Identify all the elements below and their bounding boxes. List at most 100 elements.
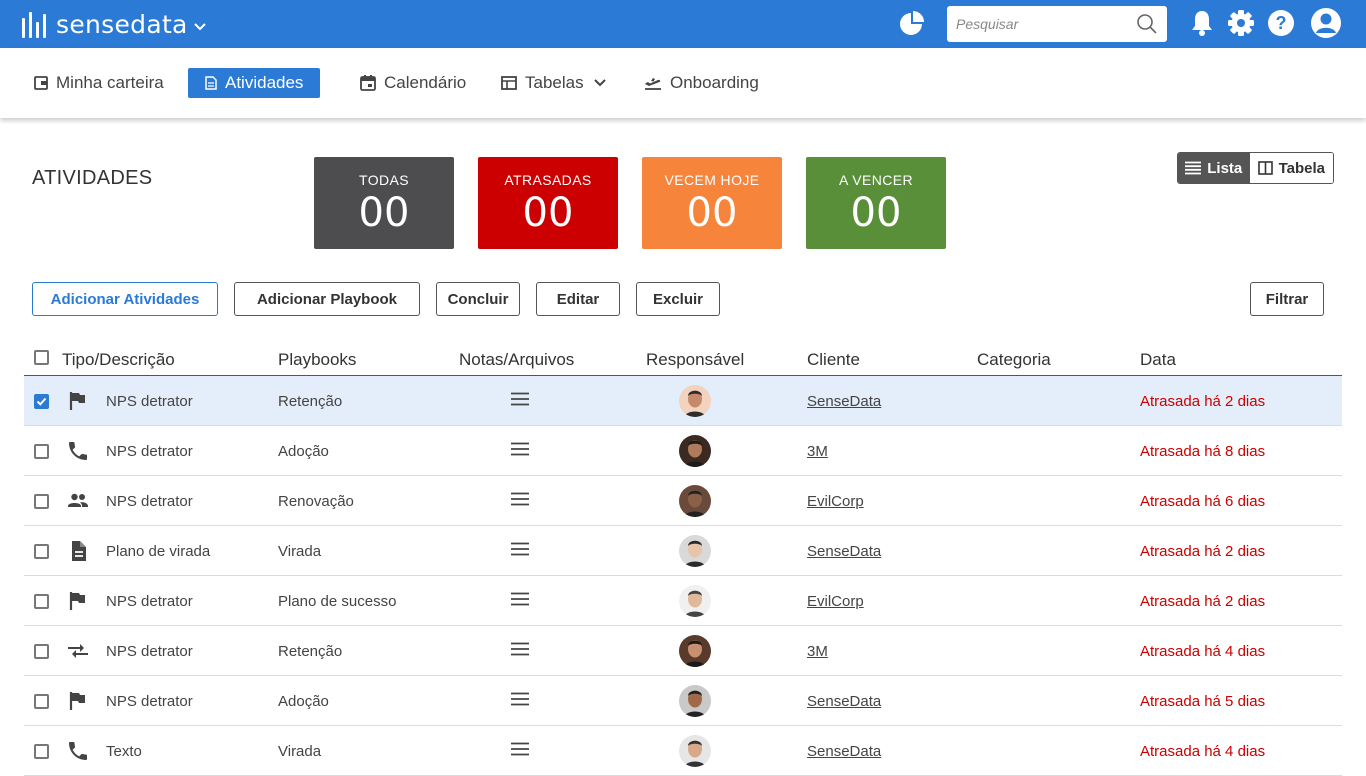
notes-icon[interactable] [511, 392, 529, 406]
brand-menu[interactable]: sensedata [22, 10, 206, 39]
complete-button[interactable]: Concluir [436, 282, 520, 316]
owner-avatar[interactable] [679, 685, 711, 717]
view-list-button[interactable]: Lista [1178, 153, 1250, 183]
row-playbook: Adoção [278, 442, 329, 460]
row-description: Plano de virada [106, 542, 211, 560]
row-checkbox[interactable] [34, 594, 49, 609]
row-checkbox[interactable] [34, 494, 49, 509]
stat-card-late[interactable]: ATRASADAS 00 [478, 157, 618, 249]
calendar-icon [360, 75, 376, 91]
column-header-date[interactable]: Data [1140, 350, 1176, 369]
document-icon [205, 76, 217, 90]
row-checkbox[interactable] [34, 444, 49, 459]
column-header-category[interactable]: Categoria [977, 350, 1051, 369]
add-playbook-button[interactable]: Adicionar Playbook [234, 282, 420, 316]
owner-avatar[interactable] [679, 735, 711, 767]
column-header-playbooks[interactable]: Playbooks [278, 350, 357, 369]
nav-onboarding-label: Onboarding [670, 73, 759, 92]
owner-avatar[interactable] [679, 585, 711, 617]
nav-calendar[interactable]: Calendário [360, 68, 466, 98]
notes-icon[interactable] [511, 592, 529, 606]
notes-icon[interactable] [511, 642, 529, 656]
row-client-link[interactable]: 3M [807, 442, 828, 460]
filter-button[interactable]: Filtrar [1250, 282, 1324, 316]
help-icon[interactable]: ? [1267, 9, 1295, 37]
user-account-icon[interactable] [1310, 7, 1342, 39]
row-description: NPS detrator [106, 492, 193, 510]
delete-button[interactable]: Excluir [636, 282, 720, 316]
stat-card-upcoming[interactable]: A VENCER 00 [806, 157, 946, 249]
row-description: NPS detrator [106, 442, 193, 460]
row-description: NPS detrator [106, 392, 193, 410]
stat-card-due-today[interactable]: VECEM HOJE 00 [642, 157, 782, 249]
row-client-link[interactable]: SenseData [807, 692, 882, 710]
notes-icon[interactable] [511, 742, 529, 756]
row-checkbox[interactable] [34, 644, 49, 659]
row-client-link[interactable]: SenseData [807, 392, 882, 410]
columns-icon [1257, 161, 1273, 175]
owner-avatar[interactable] [679, 535, 711, 567]
notes-icon[interactable] [511, 442, 529, 456]
table-row[interactable]: NPS detrator Retenção SenseData Atrasada… [24, 376, 1342, 426]
column-header-type[interactable]: Tipo/Descrição [62, 350, 175, 369]
nav-calendar-label: Calendário [384, 73, 467, 92]
column-header-owner[interactable]: Responsável [646, 350, 745, 369]
phone-icon [66, 439, 90, 463]
search-icon[interactable] [1136, 13, 1158, 35]
gear-icon[interactable] [1227, 9, 1255, 37]
chevron-down-icon [593, 79, 606, 87]
nav-activities[interactable]: Atividades [188, 68, 321, 98]
table-icon [501, 76, 517, 90]
row-client-link[interactable]: EvilCorp [807, 592, 864, 610]
row-checkbox[interactable] [34, 544, 49, 559]
row-client-link[interactable]: SenseData [807, 542, 882, 560]
row-checkbox[interactable] [34, 744, 49, 759]
add-activities-button[interactable]: Adicionar Atividades [32, 282, 218, 316]
table-row[interactable]: Texto Virada SenseData Atrasada há 4 dia… [24, 726, 1342, 776]
row-client-link[interactable]: SenseData [807, 742, 882, 760]
row-checkbox[interactable] [34, 394, 49, 409]
logo-icon [22, 11, 46, 38]
owner-avatar[interactable] [679, 485, 711, 517]
nav-wallet[interactable]: Minha carteira [34, 68, 164, 98]
owner-avatar[interactable] [679, 635, 711, 667]
edit-button[interactable]: Editar [536, 282, 620, 316]
search-input[interactable] [947, 6, 1127, 42]
stat-card-all[interactable]: TODAS 00 [314, 157, 454, 249]
notes-icon[interactable] [511, 492, 529, 506]
select-all-checkbox[interactable] [34, 350, 49, 365]
column-header-notes[interactable]: Notas/Arquivos [459, 350, 575, 369]
view-list-label: Lista [1207, 159, 1243, 177]
notes-icon[interactable] [511, 542, 529, 556]
table-row[interactable]: NPS detrator Adoção 3M Atrasada há 8 dia… [24, 426, 1342, 476]
bell-icon[interactable] [1190, 9, 1214, 37]
table-row[interactable]: NPS detrator Renovação EvilCorp Atrasada… [24, 476, 1342, 526]
owner-avatar[interactable] [679, 435, 711, 467]
row-checkbox[interactable] [34, 694, 49, 709]
row-description: NPS detrator [106, 692, 193, 710]
top-bar: sensedata ? [0, 0, 1366, 48]
table-row[interactable]: Plano de virada Virada SenseData Atrasad… [24, 526, 1342, 576]
row-date: Atrasada há 2 dias [1140, 592, 1266, 610]
row-playbook: Renovação [278, 492, 354, 510]
notes-icon[interactable] [511, 692, 529, 706]
flag-icon [66, 689, 90, 713]
row-playbook: Retenção [278, 642, 343, 660]
pie-chart-icon[interactable] [898, 11, 924, 37]
view-table-button[interactable]: Tabela [1249, 153, 1333, 183]
main-nav: Minha carteira Atividades Calendário Tab… [0, 48, 1366, 118]
table-row[interactable]: NPS detrator Plano de sucesso EvilCorp A… [24, 576, 1342, 626]
table-header-divider [24, 375, 1342, 376]
brand-name: sensedata [56, 10, 188, 39]
row-description: Texto [106, 742, 142, 760]
owner-avatar[interactable] [679, 385, 711, 417]
column-header-client[interactable]: Cliente [807, 350, 860, 369]
row-client-link[interactable]: 3M [807, 642, 828, 660]
nav-tables[interactable]: Tabelas [501, 68, 606, 98]
view-toggle: Lista Tabela [1177, 152, 1334, 184]
check-icon [36, 397, 47, 406]
row-client-link[interactable]: EvilCorp [807, 492, 864, 510]
table-row[interactable]: NPS detrator Adoção SenseData Atrasada h… [24, 676, 1342, 726]
nav-onboarding[interactable]: Onboarding [644, 68, 759, 98]
table-row[interactable]: NPS detrator Retenção 3M Atrasada há 4 d… [24, 626, 1342, 676]
